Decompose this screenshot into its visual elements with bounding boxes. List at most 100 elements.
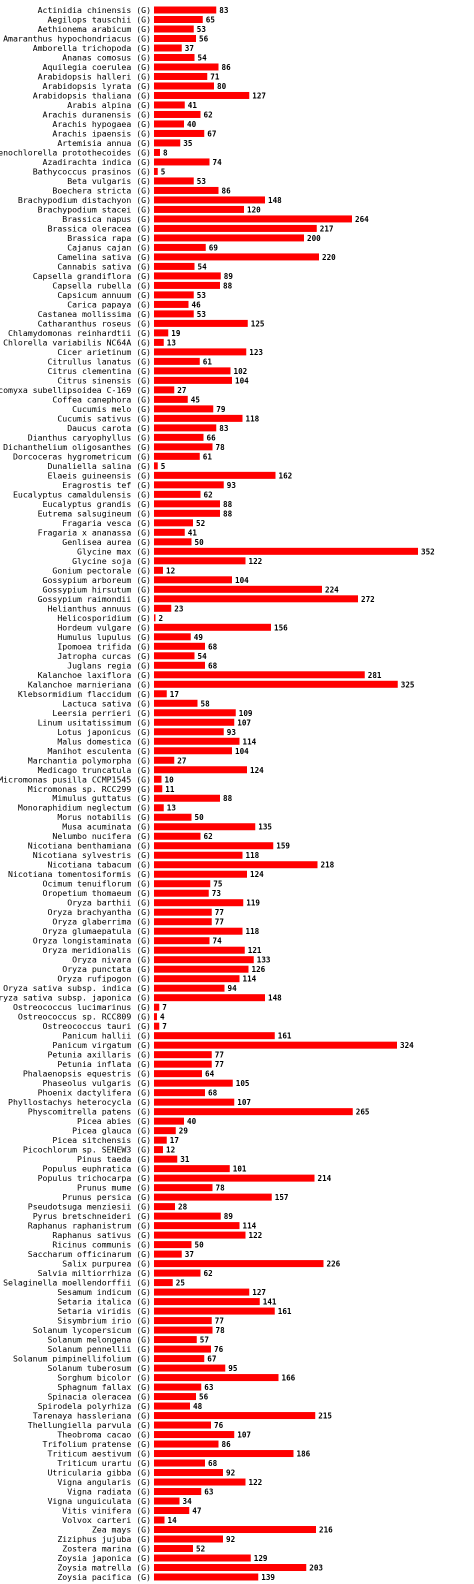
- category-label: Triticum aestivum (G): [47, 1449, 151, 1459]
- category-label: Manihot esculenta (G): [47, 746, 151, 756]
- bar: [154, 490, 201, 498]
- value-label: 139: [261, 1573, 275, 1582]
- bar: [154, 338, 164, 346]
- category-label: Beta vulgaris (G): [67, 176, 151, 186]
- value-label: 129: [254, 1554, 268, 1563]
- value-label: 68: [208, 642, 218, 651]
- category-label: Nicotiana tabacum (G): [47, 860, 151, 870]
- value-label: 125: [251, 319, 265, 328]
- value-label: 67: [207, 129, 216, 138]
- category-label: Nelumbo nucifera (G): [52, 831, 151, 841]
- value-label: 124: [250, 766, 264, 775]
- value-label: 28: [178, 1203, 188, 1212]
- value-label: 53: [197, 291, 207, 300]
- category-label: Eucalyptus grandis (G): [43, 499, 151, 509]
- category-label: Pyrus bretschneideri (G): [33, 1211, 151, 1221]
- bar: [154, 471, 276, 479]
- category-label: Oryza barthii (G): [67, 898, 151, 908]
- value-label: 62: [204, 490, 213, 499]
- value-label: 74: [213, 937, 223, 946]
- bar: [154, 1231, 246, 1239]
- bar: [154, 1013, 157, 1021]
- category-label: Linum usitatissimum (G): [38, 717, 151, 727]
- value-label: 14: [168, 1516, 178, 1525]
- value-label: 11: [165, 785, 175, 794]
- category-label: Daucus carota (G): [67, 423, 151, 433]
- bar: [154, 1070, 202, 1078]
- value-label: 64: [205, 1070, 215, 1079]
- category-label: Genlisea aurea (G): [62, 537, 151, 547]
- value-label: 107: [237, 1431, 251, 1440]
- value-label: 5: [161, 462, 166, 471]
- category-label: Capsicum annuum (G): [57, 290, 151, 300]
- category-label: Catharanthus roseus (G): [38, 318, 151, 328]
- value-label: 114: [243, 975, 257, 984]
- category-label: Chlorella variabilis NC64A (G): [3, 337, 151, 347]
- value-label: 50: [195, 538, 205, 547]
- category-label: Micromonas sp. RCC299 (G): [28, 784, 151, 794]
- value-label: 53: [197, 25, 207, 34]
- bar: [154, 1184, 213, 1192]
- value-label: 161: [278, 1307, 292, 1316]
- bar: [154, 965, 249, 973]
- category-label: Hordeum vulgare (G): [57, 622, 151, 632]
- category-label: Brachypodium stacei (G): [38, 204, 151, 214]
- category-label: Ricinus communis (G): [52, 1240, 151, 1250]
- category-label: Aethionema arabicum (G): [38, 24, 151, 34]
- value-label: 325: [401, 680, 415, 689]
- value-label: 324: [400, 1041, 414, 1050]
- bar: [154, 376, 232, 384]
- value-label: 93: [227, 728, 237, 737]
- bar: [154, 357, 200, 365]
- value-label: 63: [204, 1488, 214, 1497]
- category-label: Morus notabilis (G): [57, 812, 151, 822]
- category-label: Capsella rubella (G): [52, 280, 151, 290]
- value-label: 5: [161, 167, 166, 176]
- value-label: 93: [227, 481, 237, 490]
- bar: [154, 984, 225, 992]
- category-label: Vitis vinifera (G): [62, 1506, 151, 1516]
- bar: [154, 243, 206, 251]
- value-label: 126: [252, 965, 266, 974]
- category-label: Micromonas pusilla CCMP1545 (G): [0, 774, 151, 784]
- bar: [154, 870, 247, 878]
- bar: [154, 813, 192, 821]
- bar: [154, 1222, 240, 1230]
- value-label: 76: [214, 1345, 224, 1354]
- value-label: 27: [177, 386, 186, 395]
- value-label: 66: [207, 433, 217, 442]
- value-label: 78: [216, 443, 226, 452]
- bar: [154, 1364, 226, 1372]
- bar: [154, 908, 212, 916]
- bars-layer: Actinidia chinensis (G) 83 Aegilops tausch…: [0, 5, 435, 1582]
- bar: [154, 25, 194, 33]
- category-label: Juglans regia (G): [67, 660, 151, 670]
- bar: [154, 937, 210, 945]
- bar: [154, 1450, 294, 1458]
- bar: [154, 481, 224, 489]
- value-label: 220: [322, 253, 336, 262]
- category-label: Dianthus caryophyllus (G): [28, 432, 151, 442]
- category-label: Oropetium thomaeum (G): [43, 888, 151, 898]
- value-label: 17: [170, 690, 179, 699]
- category-label: Fragaria x ananassa (G): [38, 527, 151, 537]
- category-label: Chlamydomonas reinhardtii (G): [8, 328, 151, 338]
- bar: [154, 424, 217, 432]
- bar: [154, 1431, 235, 1439]
- bar: [154, 614, 156, 622]
- bar: [154, 747, 232, 755]
- bar: [154, 1288, 250, 1296]
- bar: [154, 405, 214, 413]
- value-label: 50: [195, 813, 205, 822]
- category-label: Glycine max (G): [77, 546, 151, 556]
- category-label: Salvia miltiorrhiza (G): [38, 1268, 151, 1278]
- bar: [154, 842, 274, 850]
- value-label: 107: [237, 718, 251, 727]
- category-label: Sorghum bicolor (G): [57, 1373, 151, 1383]
- category-label: Setaria viridis (G): [57, 1306, 151, 1316]
- value-label: 122: [249, 1231, 263, 1240]
- value-label: 68: [208, 1459, 218, 1468]
- bar: [154, 766, 247, 774]
- value-label: 203: [309, 1564, 323, 1573]
